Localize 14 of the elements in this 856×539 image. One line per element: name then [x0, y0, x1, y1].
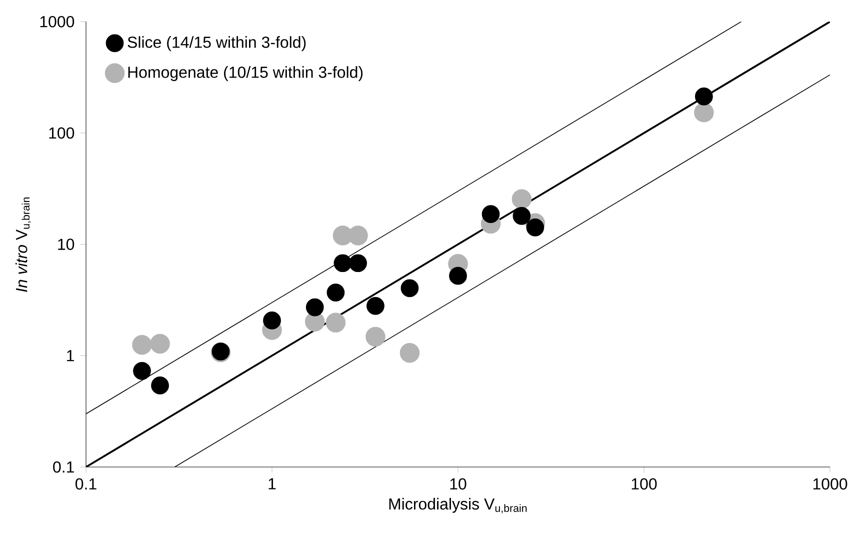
x-tick-label: 10: [450, 478, 466, 490]
y-axis-title: In vitro V$_{u,brain}$: [16, 197, 31, 292]
x-tick-label: 1: [268, 478, 276, 490]
y-tick-label: 1000: [40, 16, 74, 28]
y-tick-label: 0.1: [53, 461, 74, 473]
x-tick-label: 100: [632, 478, 657, 490]
x-axis-title: Microdialysis V$_{u,brain}$: [389, 498, 527, 514]
y-tick-label: 100: [49, 127, 74, 139]
x-tick-label: 0.1: [76, 478, 96, 490]
legend-label: Slice (14/15 within 3-fold): [128, 36, 306, 52]
legend-label: Homogenate (10/15 within 3-fold): [128, 66, 363, 82]
x-tick-label: 1000: [813, 478, 848, 490]
y-tick-label: 1: [67, 350, 74, 362]
y-tick-label: 10: [58, 238, 74, 250]
